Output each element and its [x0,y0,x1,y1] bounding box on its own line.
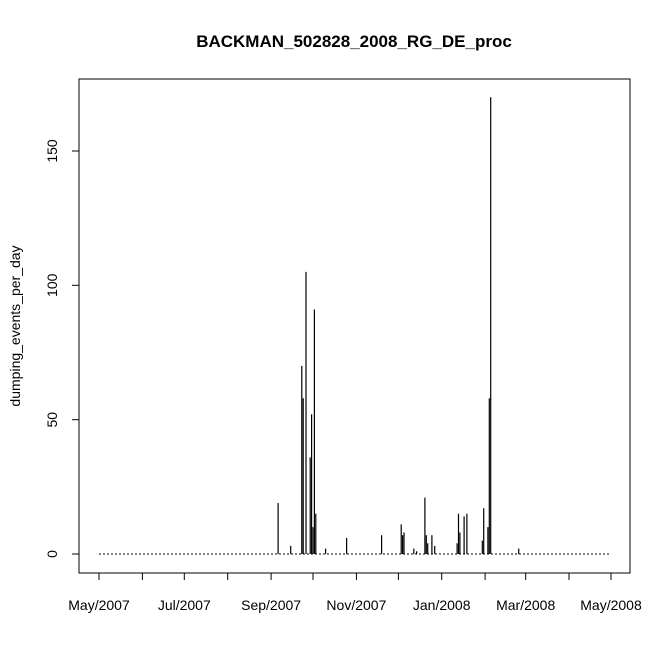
x-tick-label: May/2008 [580,597,642,613]
y-tick-label: 150 [44,139,60,163]
x-tick-label: May/2007 [68,597,130,613]
x-tick-label: Jan/2008 [413,597,471,613]
x-tick-label: Jul/2007 [158,597,211,613]
bars-group [277,97,520,554]
y-axis: 0 50 100 150 [44,139,80,558]
x-tick-label: Mar/2008 [496,597,555,613]
plot-box [78,78,631,574]
x-tick-label: Sep/2007 [241,597,301,613]
y-axis-label: dumping_events_per_day [7,245,23,406]
x-tick-label: Nov/2007 [326,597,386,613]
chart-title: BACKMAN_502828_2008_RG_DE_proc [196,32,512,51]
y-tick-label: 50 [44,412,60,428]
x-axis: May/2007 Jul/2007 Sep/2007 Nov/2007 Jan/2008… [68,572,642,613]
y-tick-label: 100 [44,273,60,297]
y-tick-label: 0 [44,550,60,558]
